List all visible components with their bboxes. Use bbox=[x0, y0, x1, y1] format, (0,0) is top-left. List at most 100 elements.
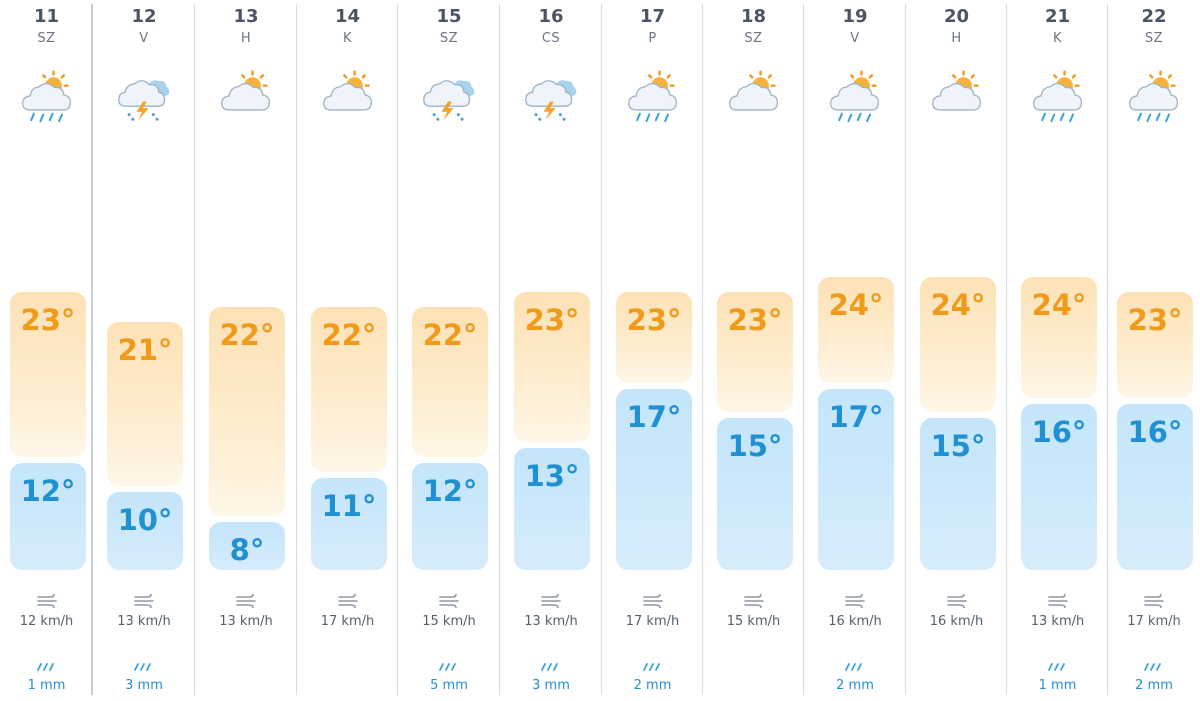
wind-speed: 12 km/h bbox=[19, 614, 74, 629]
day-column[interactable]: 14 K 11° 22° 17 km/h bbox=[297, 0, 398, 701]
precipitation-amount: 1 mm bbox=[1038, 678, 1077, 693]
wind-speed: 17 km/h bbox=[320, 614, 375, 629]
weekday-label: H bbox=[951, 31, 962, 46]
column-divider bbox=[194, 4, 195, 695]
low-temp-bar: 13° bbox=[514, 448, 590, 570]
weekday-label: K bbox=[1052, 31, 1063, 46]
high-temperature: 23° bbox=[626, 303, 682, 337]
day-number: 15 bbox=[436, 6, 462, 27]
high-temperature: 24° bbox=[1031, 288, 1087, 322]
rain-icon bbox=[438, 657, 460, 671]
day-column[interactable]: 21 K 16° 24° bbox=[1007, 0, 1108, 701]
wind-icon bbox=[642, 592, 664, 609]
high-temp-bar: 23° bbox=[514, 292, 590, 442]
weekday-label: V bbox=[139, 31, 149, 46]
cloud-sun-rain-icon bbox=[1126, 66, 1182, 124]
precipitation-amount: 2 mm bbox=[1135, 678, 1173, 693]
high-temperature: 23° bbox=[727, 303, 783, 337]
day-column[interactable]: 11 SZ 12° 23° bbox=[0, 0, 93, 701]
weekday-label: CS bbox=[541, 31, 561, 46]
low-temperature: 16° bbox=[1127, 415, 1183, 449]
day-number: 20 bbox=[943, 6, 970, 27]
column-divider bbox=[905, 4, 906, 695]
day-number: 21 bbox=[1044, 6, 1071, 27]
low-temp-bar: 12° bbox=[10, 463, 86, 570]
wind-speed: 16 km/h bbox=[828, 614, 882, 629]
low-temperature: 10° bbox=[117, 503, 173, 537]
wind-icon bbox=[438, 592, 460, 609]
low-temperature: 15° bbox=[930, 429, 986, 463]
day-column[interactable]: 22 SZ 16° 23° bbox=[1108, 0, 1200, 701]
cloud-sun-rain-icon bbox=[1030, 66, 1086, 124]
low-temperature: 12° bbox=[20, 474, 76, 508]
wind-icon bbox=[133, 592, 155, 609]
wind-icon bbox=[1143, 592, 1165, 609]
wind-speed: 13 km/h bbox=[524, 614, 578, 629]
wind-icon bbox=[1047, 592, 1069, 609]
column-divider bbox=[803, 4, 804, 695]
wind-speed: 13 km/h bbox=[219, 614, 273, 629]
high-temp-bar: 24° bbox=[818, 277, 894, 383]
precipitation-amount: 5 mm bbox=[430, 678, 468, 693]
day-column[interactable]: 17 P 17° 23° bbox=[602, 0, 703, 701]
high-temperature: 24° bbox=[828, 288, 884, 322]
low-temperature: 15° bbox=[727, 429, 783, 463]
column-divider bbox=[1006, 4, 1007, 695]
high-temperature: 23° bbox=[20, 303, 76, 337]
low-temp-bar: 11° bbox=[311, 478, 387, 570]
high-temp-bar: 23° bbox=[717, 292, 793, 412]
rain-icon bbox=[844, 657, 866, 671]
low-temp-bar: 15° bbox=[920, 418, 996, 570]
column-divider bbox=[397, 4, 398, 695]
day-number: 13 bbox=[233, 6, 259, 27]
day-number: 19 bbox=[842, 6, 868, 27]
weekday-label: SZ bbox=[1144, 31, 1164, 46]
wind-speed: 15 km/h bbox=[726, 614, 781, 629]
day-number: 11 bbox=[33, 6, 60, 27]
low-temp-bar: 8° bbox=[209, 522, 285, 570]
day-column[interactable]: 13 H 8° 22° 13 km/h bbox=[195, 0, 297, 701]
weekday-label: H bbox=[240, 31, 252, 46]
column-divider bbox=[1107, 4, 1108, 695]
weekday-label: K bbox=[342, 31, 353, 46]
low-temperature: 17° bbox=[626, 400, 682, 434]
weekday-label: V bbox=[850, 31, 860, 46]
cloud-thunderstorm-rain-icon bbox=[523, 66, 579, 124]
low-temperature: 13° bbox=[524, 459, 580, 493]
cloud-sun-rain-icon bbox=[625, 66, 681, 124]
day-column[interactable]: 19 V 17° 24° bbox=[804, 0, 906, 701]
wind-icon bbox=[235, 592, 257, 609]
wind-icon bbox=[337, 592, 359, 609]
day-number: 22 bbox=[1141, 6, 1167, 27]
day-column[interactable]: 18 SZ 15° 23° 15 km/h bbox=[703, 0, 804, 701]
cloud-thunderstorm-rain-icon bbox=[421, 66, 477, 124]
low-temperature: 17° bbox=[828, 400, 884, 434]
day-column[interactable]: 12 V 10° 21° 13 km/h 3 mm bbox=[93, 0, 195, 701]
weekday-label: SZ bbox=[744, 31, 763, 46]
day-number: 14 bbox=[334, 6, 361, 27]
high-temperature: 21° bbox=[117, 333, 173, 367]
precipitation-amount: 3 mm bbox=[532, 678, 570, 693]
high-temp-bar: 22° bbox=[311, 307, 387, 472]
rain-icon bbox=[133, 657, 155, 671]
low-temp-bar: 16° bbox=[1117, 404, 1193, 570]
high-temperature: 22° bbox=[219, 318, 275, 352]
precipitation-amount: 2 mm bbox=[633, 678, 672, 693]
low-temperature: 16° bbox=[1031, 415, 1087, 449]
low-temp-bar: 17° bbox=[616, 389, 692, 570]
weekday-label: SZ bbox=[37, 31, 56, 46]
low-temperature: 12° bbox=[422, 474, 478, 508]
day-column[interactable]: 16 CS 13° 23° 13 km/h 3 mm bbox=[500, 0, 602, 701]
high-temp-bar: 23° bbox=[616, 292, 692, 383]
high-temp-bar: 22° bbox=[209, 307, 285, 516]
partly-cloudy-icon bbox=[320, 66, 376, 124]
high-temperature: 24° bbox=[930, 288, 986, 322]
precipitation-amount: 3 mm bbox=[125, 678, 163, 693]
high-temp-bar: 24° bbox=[920, 277, 996, 412]
low-temp-bar: 16° bbox=[1021, 404, 1097, 570]
day-column[interactable]: 15 SZ 12° 22° 15 km/h 5 mm bbox=[398, 0, 500, 701]
high-temp-bar: 23° bbox=[1117, 292, 1193, 398]
day-column[interactable]: 20 H 15° 24° 16 km/h bbox=[906, 0, 1007, 701]
high-temperature: 23° bbox=[1127, 303, 1183, 337]
